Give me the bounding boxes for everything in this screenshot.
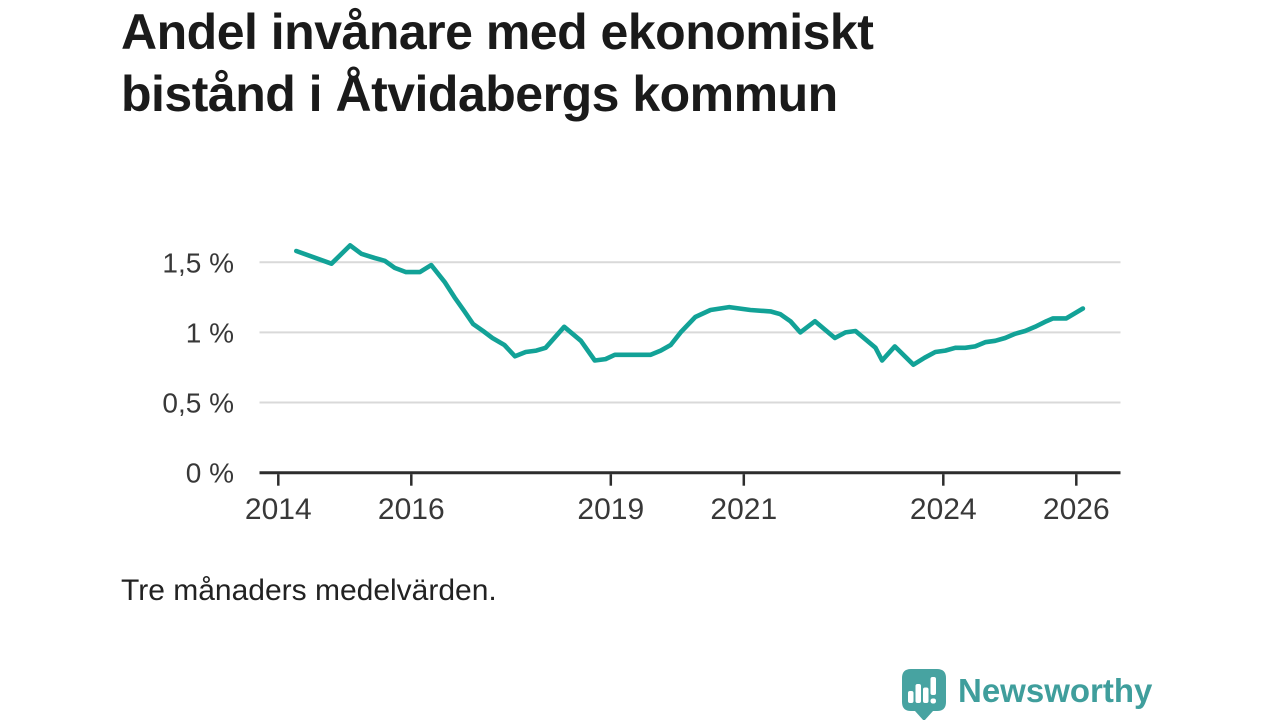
x-axis-label: 2024 <box>910 493 977 526</box>
grid-layer <box>259 261 1121 404</box>
x-axis-label: 2019 <box>577 493 644 526</box>
y-axis-label: 0,5 % <box>162 388 234 419</box>
y-axis-label: 1,5 % <box>162 247 234 278</box>
x-axis-label: 2014 <box>245 493 312 526</box>
x-axis-label: 2026 <box>1043 493 1110 526</box>
y-axis-label: 1 % <box>186 317 234 348</box>
logo-bar-chart-glyph <box>908 677 936 704</box>
axis-labels-layer: 1,5 % 1 % 0,5 % 0 % 2014 2016 2019 2021 2024 2026 <box>162 247 1109 526</box>
x-axis <box>259 471 1121 486</box>
data-series-layer <box>293 243 1086 368</box>
newsworthy-logo-text: Newsworthy <box>958 672 1153 709</box>
chart-footnote: Tre månaders medelvärden. <box>121 574 497 607</box>
x-axis-label: 2016 <box>378 493 445 526</box>
chart-title: Andel invånare med ekonomiskt bistånd i … <box>121 4 874 122</box>
logo-exclamation-bar <box>930 677 936 695</box>
y-axis-label: 0 % <box>186 458 234 489</box>
data-line-series <box>293 243 1086 368</box>
logo-exclamation-dot <box>930 698 936 704</box>
newsworthy-logo-icon <box>902 669 946 720</box>
x-axis-label: 2021 <box>710 493 777 526</box>
